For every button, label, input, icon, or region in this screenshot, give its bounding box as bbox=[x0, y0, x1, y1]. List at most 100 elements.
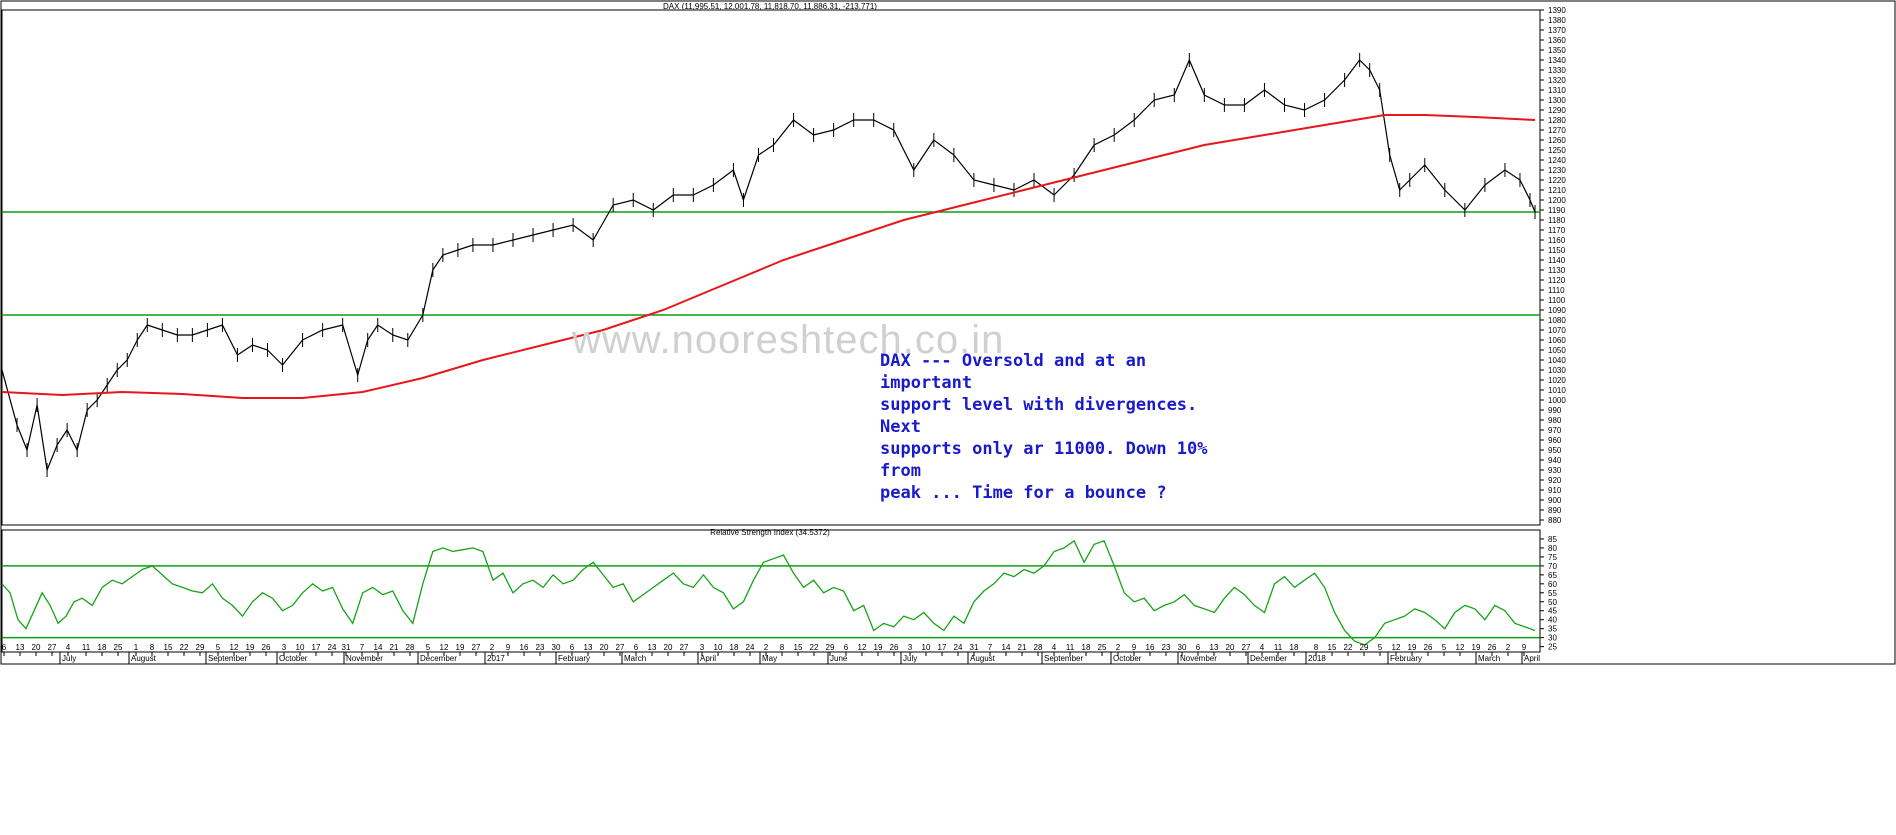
x-tick-label: 22 bbox=[180, 643, 189, 652]
price-y-tick-label: 1370 bbox=[1548, 26, 1566, 35]
rsi-y-tick-label: 50 bbox=[1548, 598, 1557, 607]
price-y-tick-label: 990 bbox=[1548, 406, 1562, 415]
annotation-line-3: supports only ar 11000. Down 10% from bbox=[880, 439, 1208, 481]
rsi-y-tick-label: 85 bbox=[1548, 535, 1557, 544]
price-y-tick-label: 900 bbox=[1548, 496, 1562, 505]
x-tick-label: 19 bbox=[1472, 643, 1481, 652]
x-tick-label: 13 bbox=[1210, 643, 1219, 652]
x-tick-label: 24 bbox=[746, 643, 755, 652]
x-tick-label: 16 bbox=[520, 643, 529, 652]
x-tick-label: 28 bbox=[406, 643, 415, 652]
x-tick-label: 19 bbox=[456, 643, 465, 652]
x-tick-label: 18 bbox=[1082, 643, 1091, 652]
x-tick-label: 10 bbox=[922, 643, 931, 652]
price-y-tick-label: 950 bbox=[1548, 446, 1562, 455]
x-tick-label: 25 bbox=[1098, 643, 1107, 652]
rsi-y-tick-label: 35 bbox=[1548, 625, 1557, 634]
x-tick-label: 24 bbox=[954, 643, 963, 652]
watermark-text: www.nooreshtech.co.in bbox=[572, 318, 1005, 362]
price-panel-frame bbox=[1, 9, 1541, 526]
x-tick-label: 15 bbox=[164, 643, 173, 652]
price-y-tick-label: 1090 bbox=[1548, 306, 1566, 315]
price-y-tick-label: 1240 bbox=[1548, 156, 1566, 165]
price-y-tick-label: 1180 bbox=[1548, 216, 1566, 225]
month-label: July bbox=[62, 654, 76, 663]
month-label: March bbox=[624, 654, 646, 663]
outer-frame bbox=[0, 0, 1896, 665]
month-label: August bbox=[131, 654, 157, 663]
x-tick-label: 21 bbox=[1018, 643, 1027, 652]
x-tick-label: 21 bbox=[390, 643, 399, 652]
annotation-line-1: DAX --- Oversold and at an important bbox=[880, 351, 1147, 393]
x-tick-label: 20 bbox=[32, 643, 41, 652]
x-tick-label: 26 bbox=[1488, 643, 1497, 652]
x-tick-label: 12 bbox=[1456, 643, 1465, 652]
x-tick-label: 15 bbox=[794, 643, 803, 652]
price-y-tick-label: 1170 bbox=[1548, 226, 1566, 235]
price-y-tick-label: 880 bbox=[1548, 516, 1562, 525]
x-tick-label: 8 bbox=[150, 643, 155, 652]
price-y-tick-label: 960 bbox=[1548, 436, 1562, 445]
x-tick-label: 26 bbox=[1424, 643, 1433, 652]
price-y-tick-label: 1060 bbox=[1548, 336, 1566, 345]
price-y-tick-label: 1040 bbox=[1548, 356, 1566, 365]
x-tick-label: 5 bbox=[426, 643, 431, 652]
x-tick-label: 31 bbox=[342, 643, 351, 652]
x-tick-label: 27 bbox=[680, 643, 689, 652]
month-label: October bbox=[1113, 654, 1142, 663]
price-y-tick-label: 1230 bbox=[1548, 166, 1566, 175]
x-tick-label: 14 bbox=[1002, 643, 1011, 652]
annotation-line-2: support level with divergences. Next bbox=[880, 395, 1198, 437]
price-y-tick-label: 910 bbox=[1548, 486, 1562, 495]
rsi-y-tick-label: 30 bbox=[1548, 634, 1557, 643]
price-y-tick-label: 1250 bbox=[1548, 146, 1566, 155]
x-tick-label: 27 bbox=[616, 643, 625, 652]
x-tick-label: 19 bbox=[874, 643, 883, 652]
price-y-tick-label: 1290 bbox=[1548, 106, 1566, 115]
price-y-tick-label: 1220 bbox=[1548, 176, 1566, 185]
price-y-tick-label: 1210 bbox=[1548, 186, 1566, 195]
rsi-y-tick-label: 45 bbox=[1548, 607, 1557, 616]
annotation-line-4: peak ... Time for a bounce ? bbox=[880, 483, 1167, 503]
x-tick-label: 8 bbox=[780, 643, 785, 652]
x-tick-label: 6 bbox=[570, 643, 575, 652]
price-y-tick-label: 1330 bbox=[1548, 66, 1566, 75]
x-tick-label: 11 bbox=[1066, 643, 1075, 652]
month-label: April bbox=[1524, 654, 1540, 663]
x-tick-label: 16 bbox=[1146, 643, 1155, 652]
price-y-tick-label: 1160 bbox=[1548, 236, 1566, 245]
x-tick-label: 17 bbox=[312, 643, 321, 652]
x-tick-label: 20 bbox=[1226, 643, 1235, 652]
x-tick-label: 9 bbox=[1522, 643, 1527, 652]
x-tick-label: 12 bbox=[1392, 643, 1401, 652]
x-tick-label: 4 bbox=[1052, 643, 1057, 652]
x-tick-label: 20 bbox=[600, 643, 609, 652]
x-tick-label: 5 bbox=[1378, 643, 1383, 652]
price-y-tick-label: 1310 bbox=[1548, 86, 1566, 95]
month-label: June bbox=[830, 654, 848, 663]
x-tick-label: 22 bbox=[810, 643, 819, 652]
rsi-y-tick-label: 25 bbox=[1548, 643, 1557, 652]
x-tick-label: 13 bbox=[584, 643, 593, 652]
x-tick-label: 12 bbox=[858, 643, 867, 652]
month-label: September bbox=[1044, 654, 1083, 663]
price-y-tick-label: 1000 bbox=[1548, 396, 1566, 405]
price-y-tick-label: 940 bbox=[1548, 456, 1562, 465]
rsi-y-tick-label: 75 bbox=[1548, 553, 1557, 562]
rsi-y-tick-label: 80 bbox=[1548, 544, 1557, 553]
x-tick-label: 11 bbox=[1274, 643, 1283, 652]
x-tick-label: 25 bbox=[114, 643, 123, 652]
month-label: December bbox=[1250, 654, 1287, 663]
rsi-y-tick-label: 60 bbox=[1548, 580, 1557, 589]
x-tick-label: 24 bbox=[328, 643, 337, 652]
month-label: October bbox=[279, 654, 308, 663]
chart-title: DAX (11,995.51, 12,001.78, 11,818.70, 11… bbox=[663, 2, 877, 11]
price-y-tick-label: 1270 bbox=[1548, 126, 1566, 135]
x-tick-label: 22 bbox=[1344, 643, 1353, 652]
price-y-tick-label: 1360 bbox=[1548, 36, 1566, 45]
x-tick-label: 29 bbox=[1360, 643, 1369, 652]
rsi-title: Relative Strength Index (34.5372) bbox=[710, 528, 830, 537]
month-label: November bbox=[346, 654, 383, 663]
price-y-tick-label: 1110 bbox=[1548, 286, 1565, 295]
